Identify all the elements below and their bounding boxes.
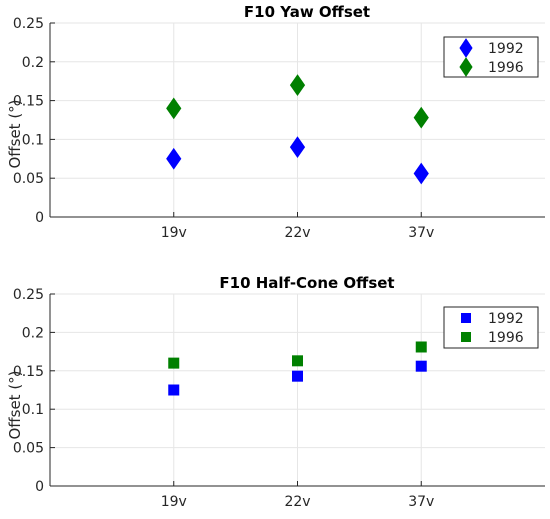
legend-label: 1992 — [488, 311, 524, 327]
data-point — [292, 355, 303, 367]
y-tick-label: 0.1 — [22, 402, 44, 418]
data-point — [168, 384, 180, 396]
y-tick-label: 0.05 — [13, 171, 44, 187]
plot-area: 0 0.05 0.1 0.15 0.2 0.25 19v 22v 37v 1992 1996 — [13, 16, 545, 241]
x-tick-label: 37v — [408, 225, 434, 241]
chart-title: F10 Yaw Offset — [244, 3, 370, 21]
data-point — [168, 357, 180, 369]
data-point — [289, 136, 306, 159]
y-tick-label: 0.2 — [22, 325, 44, 341]
chart-title: F10 Half-Cone Offset — [219, 274, 394, 292]
legend-label: 1992 — [488, 41, 524, 57]
data-point — [292, 370, 303, 382]
y-tick-label: 0.2 — [22, 55, 44, 71]
data-point — [166, 147, 182, 170]
data-point — [413, 162, 429, 185]
plot-area: 0 0.05 0.1 0.15 0.2 0.25 19v 22v 37v 1992 1996 — [13, 287, 545, 510]
x-tick-label: 19v — [161, 225, 187, 241]
legend-marker — [461, 332, 471, 342]
x-tick-label: 19v — [161, 494, 187, 510]
legend-box — [443, 36, 539, 78]
y-tick-label: 0.15 — [13, 94, 44, 110]
y-axis-label: Offset (°) — [6, 99, 24, 168]
legend-marker — [459, 38, 473, 58]
y-tick-label: 0.25 — [13, 287, 44, 303]
data-point — [166, 97, 182, 120]
data-point — [415, 360, 427, 372]
data-point — [415, 341, 427, 353]
y-tick-label: 0.05 — [13, 441, 44, 457]
legend-label: 1996 — [488, 60, 524, 76]
legend-marker — [461, 313, 471, 323]
data-point — [289, 74, 306, 96]
x-tick-label: 22v — [284, 225, 310, 241]
y-tick-label: 0 — [35, 479, 44, 495]
y-tick-label: 0 — [35, 210, 44, 226]
x-tick-label: 37v — [408, 494, 434, 510]
data-point — [413, 106, 429, 129]
legend-label: 1996 — [488, 330, 524, 346]
legend-marker — [459, 57, 473, 77]
y-tick-label: 0.15 — [13, 364, 44, 380]
half-cone-offset-chart: F10 Half-Cone Offset Offset (°) 0 0.05 0.1… — [6, 274, 545, 510]
legend-box — [443, 306, 539, 349]
yaw-offset-chart: F10 Yaw Offset Offset (°) 0 0.05 0.1 0.15 0.… — [6, 3, 545, 241]
y-tick-label: 0.25 — [13, 16, 44, 32]
x-tick-label: 22v — [284, 494, 310, 510]
y-tick-label: 0.1 — [22, 132, 44, 148]
y-axis-label: Offset (°) — [6, 370, 24, 439]
